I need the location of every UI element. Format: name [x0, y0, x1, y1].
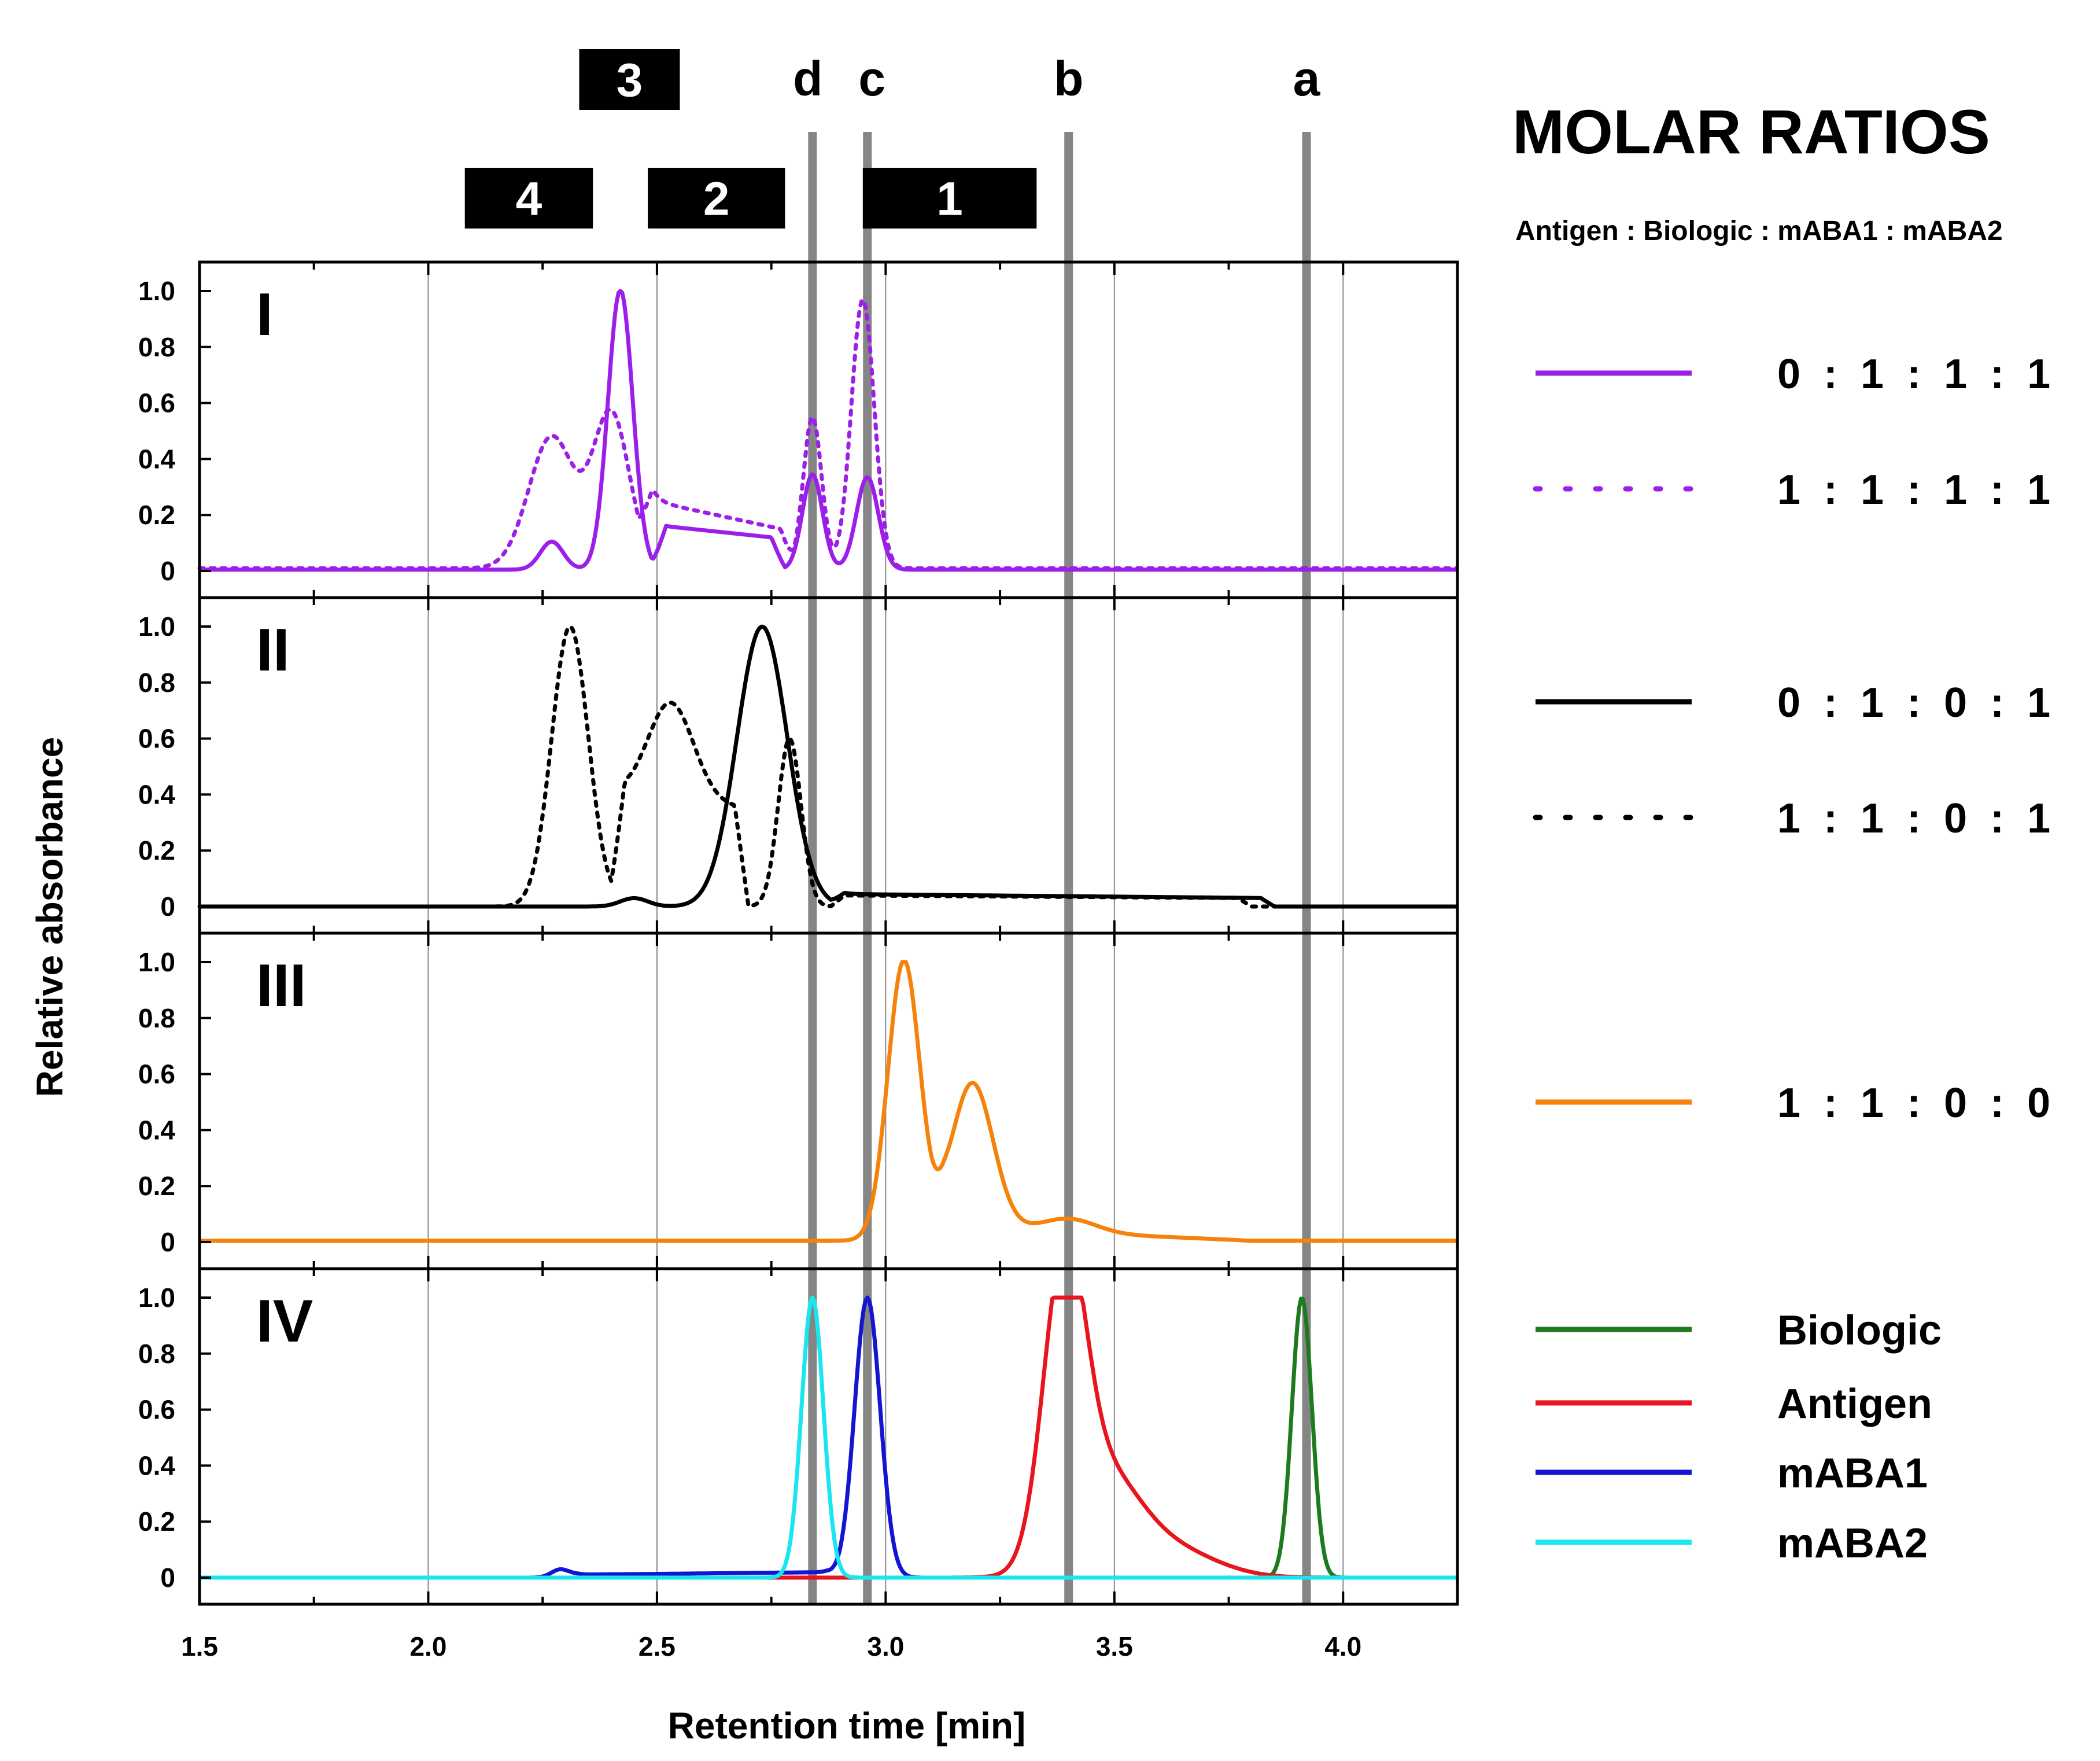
legend-label-6: Biologic: [1777, 1307, 1942, 1354]
y-tick-label: 1.0: [138, 1283, 175, 1313]
marker-label-c: c: [858, 51, 885, 106]
marker-label-d: d: [793, 51, 822, 106]
y-tick-label: 0.4: [138, 779, 175, 809]
series-line-I-2: [197, 298, 1459, 570]
y-tick-label: 0.4: [138, 444, 175, 474]
x-tick-label: 4.0: [1324, 1631, 1361, 1661]
series-line-II-2: [197, 625, 1459, 909]
panel-label-I: I: [256, 281, 273, 348]
y-tick-label: 0.2: [138, 835, 175, 865]
y-tick-label: 0.8: [138, 332, 175, 362]
panel-label-III: III: [256, 952, 307, 1019]
series-line-IV-2: [199, 1295, 1457, 1580]
y-tick-label: 0.6: [138, 388, 175, 418]
x-axis-title: Retention time [min]: [668, 1705, 1026, 1747]
fraction-box-1: [862, 168, 1037, 229]
top-annotations: a b cd 1 2 3 4: [464, 49, 1321, 229]
legend-label-8: mABA1: [1777, 1450, 1928, 1497]
x-tick-label: 3.5: [1096, 1631, 1133, 1661]
fraction-box-label-3: 3: [617, 54, 643, 107]
series-line-IV-4: [199, 1295, 1457, 1580]
x-tick-label: 3.0: [867, 1631, 904, 1661]
panel-label-IV: IV: [256, 1288, 313, 1355]
y-tick-label: 0.8: [138, 1339, 175, 1369]
y-axis-title: Relative absorbance: [29, 737, 71, 1097]
y-tick-label: 0: [160, 1563, 175, 1593]
y-tick-label: 0.2: [138, 1171, 175, 1201]
panel-frame-IV: [198, 1267, 1459, 1606]
y-tick-label: 1.0: [138, 611, 175, 642]
legend-label-4: 1 : 1 : 0 : 1: [1777, 795, 2050, 842]
y-tick-label: 0: [160, 1227, 175, 1257]
fraction-box-3: [579, 49, 680, 110]
y-tick-label: 1.0: [138, 276, 175, 306]
y-tick-label: 0.8: [138, 1003, 175, 1033]
y-tick-label: 0.6: [138, 1059, 175, 1089]
vertical-marker-layer: [808, 132, 1311, 1604]
panel-frame-III: [198, 931, 1459, 1270]
x-tick-label: 2.5: [639, 1631, 676, 1661]
y-tick-label: 1.0: [138, 947, 175, 977]
panel-frame-II: [198, 596, 1459, 935]
legend-label-9: mABA2: [1777, 1520, 1928, 1567]
legend: MOLAR RATIOS Antigen : Biologic : mABA1 …: [1512, 97, 2050, 1567]
marker-label-a: a: [1293, 51, 1321, 106]
y-tick-label: 0.6: [138, 1395, 175, 1425]
legend-label-1: 0 : 1 : 1 : 1: [1777, 351, 2050, 397]
y-tick-label: 0.4: [138, 1115, 175, 1145]
y-tick-label: 0: [160, 556, 175, 586]
y-tick-label: 0.8: [138, 668, 175, 698]
x-tick-label: 2.0: [409, 1631, 446, 1661]
legend-label-7: Antigen: [1777, 1381, 1932, 1427]
fraction-box-4: [464, 168, 593, 229]
fraction-box-label-4: 4: [516, 173, 542, 226]
tick-layer: I 0 0.2 0.4 0.6 0.8 1.0 II 0 0.2 0.4 0.6 0.8 1.0 III 0 0…: [138, 262, 1459, 1661]
marker-label-b: b: [1054, 51, 1083, 106]
fraction-box-2: [648, 168, 785, 229]
curve-layer: [197, 289, 1459, 1580]
series-line-IV-1: [199, 1296, 1457, 1580]
legend-label-5: 1 : 1 : 0 : 0: [1777, 1080, 2050, 1126]
series-line-II-1: [199, 624, 1457, 909]
legend-label-2: 1 : 1 : 1 : 1: [1777, 467, 2050, 513]
legend-label-3: 0 : 1 : 0 : 1: [1777, 680, 2050, 726]
legend-title: MOLAR RATIOS: [1512, 97, 1990, 167]
fraction-box-label-2: 2: [703, 173, 730, 226]
legend-subtitle: Antigen : Biologic : mABA1 : mABA2: [1515, 216, 2003, 246]
x-tick-label: 1.5: [181, 1631, 218, 1661]
y-tick-label: 0.4: [138, 1450, 175, 1480]
series-line-IV-3: [199, 1295, 1457, 1580]
panel-label-II: II: [256, 617, 290, 684]
series-line-III-1: [199, 960, 1457, 1243]
y-tick-label: 0.2: [138, 500, 175, 530]
y-tick-label: 0.6: [138, 724, 175, 754]
panel-frames: [198, 260, 1459, 1606]
y-tick-label: 0: [160, 891, 175, 922]
y-tick-label: 0.2: [138, 1506, 175, 1537]
fraction-box-label-1: 1: [936, 173, 963, 226]
